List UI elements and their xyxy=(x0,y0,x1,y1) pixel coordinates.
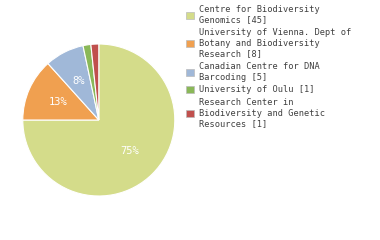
Legend: Centre for Biodiversity
Genomics [45], University of Vienna. Dept of
Botany and : Centre for Biodiversity Genomics [45], U… xyxy=(185,4,352,129)
Wedge shape xyxy=(48,46,99,120)
Wedge shape xyxy=(23,44,175,196)
Wedge shape xyxy=(83,44,99,120)
Text: 13%: 13% xyxy=(49,97,68,107)
Text: 8%: 8% xyxy=(73,76,85,86)
Wedge shape xyxy=(23,64,99,120)
Wedge shape xyxy=(91,44,99,120)
Text: 75%: 75% xyxy=(120,146,139,156)
